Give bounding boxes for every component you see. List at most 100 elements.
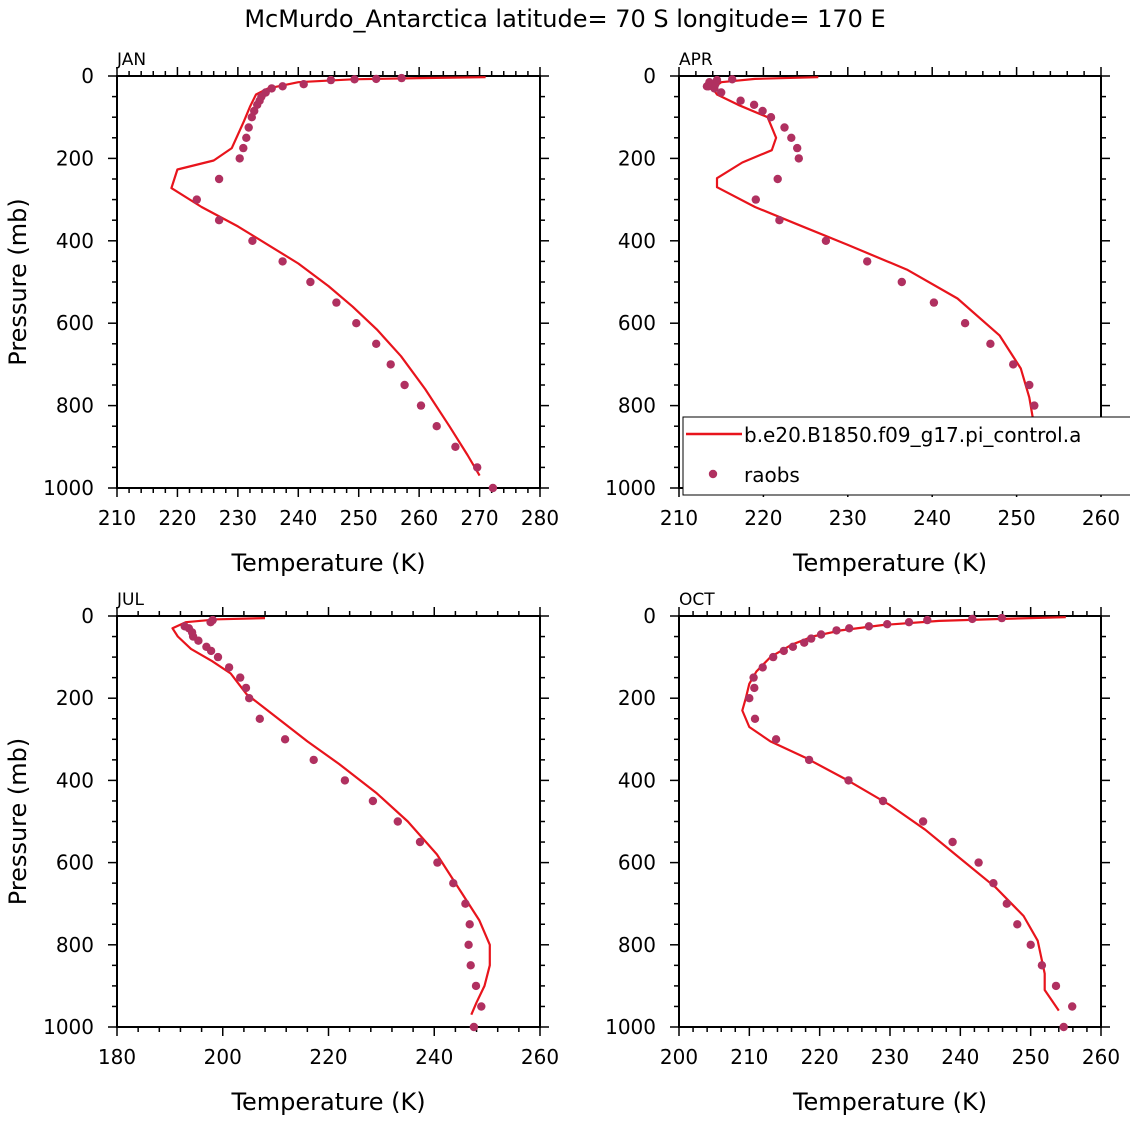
x-tick-label: 200 xyxy=(660,1045,698,1069)
raobs-point xyxy=(968,614,977,624)
raobs-point xyxy=(393,817,402,826)
raobs-point xyxy=(816,630,826,639)
raobs-point xyxy=(845,624,854,633)
raobs-point xyxy=(202,642,211,651)
raobs-point xyxy=(278,82,287,91)
raobs-point xyxy=(332,298,341,307)
raobs-point xyxy=(473,463,482,472)
raobs-point xyxy=(989,879,998,888)
x-tick-label: 220 xyxy=(744,506,782,530)
raobs-point xyxy=(788,642,798,651)
raobs-point xyxy=(415,837,425,847)
raobs-point xyxy=(449,879,458,888)
raobs-point xyxy=(214,174,224,184)
x-tick-label: 230 xyxy=(871,1045,909,1069)
raobs-point xyxy=(717,88,726,97)
y-axis-label: Pressure (mb) xyxy=(4,738,32,905)
raobs-point xyxy=(1037,961,1047,970)
x-tick-label: 250 xyxy=(340,506,378,530)
raobs-point xyxy=(208,615,217,625)
raobs-point xyxy=(986,339,995,348)
raobs-point xyxy=(261,88,270,97)
panel-jan-label: JAN xyxy=(116,50,146,70)
legend-raobs-swatch xyxy=(708,469,718,479)
raobs-point xyxy=(712,75,722,85)
raobs-point xyxy=(400,380,409,390)
raobs-point xyxy=(432,422,441,431)
raobs-point xyxy=(372,339,381,348)
raobs-point xyxy=(758,106,767,116)
raobs-point xyxy=(773,174,782,184)
raobs-point xyxy=(769,652,778,662)
raobs-point xyxy=(1025,380,1034,390)
y-tick-label: 600 xyxy=(56,851,94,875)
raobs-point xyxy=(804,755,814,765)
raobs-point xyxy=(241,683,251,693)
y-tick-label: 0 xyxy=(81,604,94,628)
raobs-point xyxy=(771,735,781,744)
x-tick-label: 260 xyxy=(1082,1045,1120,1069)
x-tick-label: 230 xyxy=(829,506,867,530)
raobs-point xyxy=(1002,899,1011,908)
raobs-point xyxy=(749,100,759,110)
raobs-point xyxy=(192,195,201,204)
raobs-point xyxy=(236,673,245,682)
y-tick-label: 0 xyxy=(643,64,656,88)
raobs-point xyxy=(728,75,737,84)
raobs-point xyxy=(368,796,378,806)
y-tick-label: 1000 xyxy=(43,476,94,500)
x-tick-label: 250 xyxy=(1012,1045,1050,1069)
raobs-point xyxy=(464,940,473,949)
raobs-point xyxy=(461,899,470,908)
raobs-point xyxy=(465,920,474,929)
panel-oct-plot-area xyxy=(741,613,1077,1032)
raobs-point xyxy=(794,154,803,163)
x-axis-label: Temperature (K) xyxy=(230,1088,425,1116)
model-profile-line xyxy=(711,76,1035,476)
y-tick-label: 600 xyxy=(56,311,94,335)
y-tick-label: 600 xyxy=(618,311,656,335)
raobs-point xyxy=(929,298,939,307)
raobs-point xyxy=(918,817,928,826)
y-tick-label: 800 xyxy=(56,933,94,957)
x-tick-label: 220 xyxy=(309,1045,347,1069)
raobs-point xyxy=(213,652,223,662)
x-tick-label: 220 xyxy=(801,1045,839,1069)
y-tick-label: 1000 xyxy=(43,1015,94,1039)
raobs-point xyxy=(904,618,914,627)
raobs-point xyxy=(864,622,874,631)
x-tick-label: 240 xyxy=(941,1045,979,1069)
y-tick-label: 1000 xyxy=(605,1015,656,1039)
x-tick-label: 200 xyxy=(204,1045,242,1069)
raobs-point xyxy=(224,663,234,672)
panel-apr-label: APR xyxy=(679,50,713,70)
raobs-point xyxy=(433,858,442,867)
x-tick-label: 210 xyxy=(98,506,136,530)
model-profile-line xyxy=(741,616,1066,1012)
raobs-point xyxy=(255,714,264,723)
raobs-point xyxy=(248,236,257,245)
raobs-point xyxy=(775,216,784,225)
legend-box xyxy=(682,416,1130,496)
raobs-point xyxy=(736,96,745,105)
raobs-point xyxy=(451,442,460,451)
panel-jul-label: JUL xyxy=(116,590,144,610)
y-tick-label: 400 xyxy=(618,229,656,253)
panel-jul-frame xyxy=(116,615,541,1028)
raobs-point xyxy=(897,277,906,287)
raobs-point xyxy=(239,143,248,153)
raobs-point xyxy=(779,646,788,656)
raobs-point xyxy=(883,620,892,629)
raobs-point xyxy=(372,74,381,84)
raobs-point xyxy=(350,75,359,84)
y-tick-label: 800 xyxy=(618,394,656,418)
panel-jul-plot-area xyxy=(171,615,491,1032)
raobs-point xyxy=(280,735,290,744)
x-tick-label: 210 xyxy=(730,1045,768,1069)
raobs-point xyxy=(477,1002,486,1011)
y-tick-label: 200 xyxy=(56,146,94,170)
